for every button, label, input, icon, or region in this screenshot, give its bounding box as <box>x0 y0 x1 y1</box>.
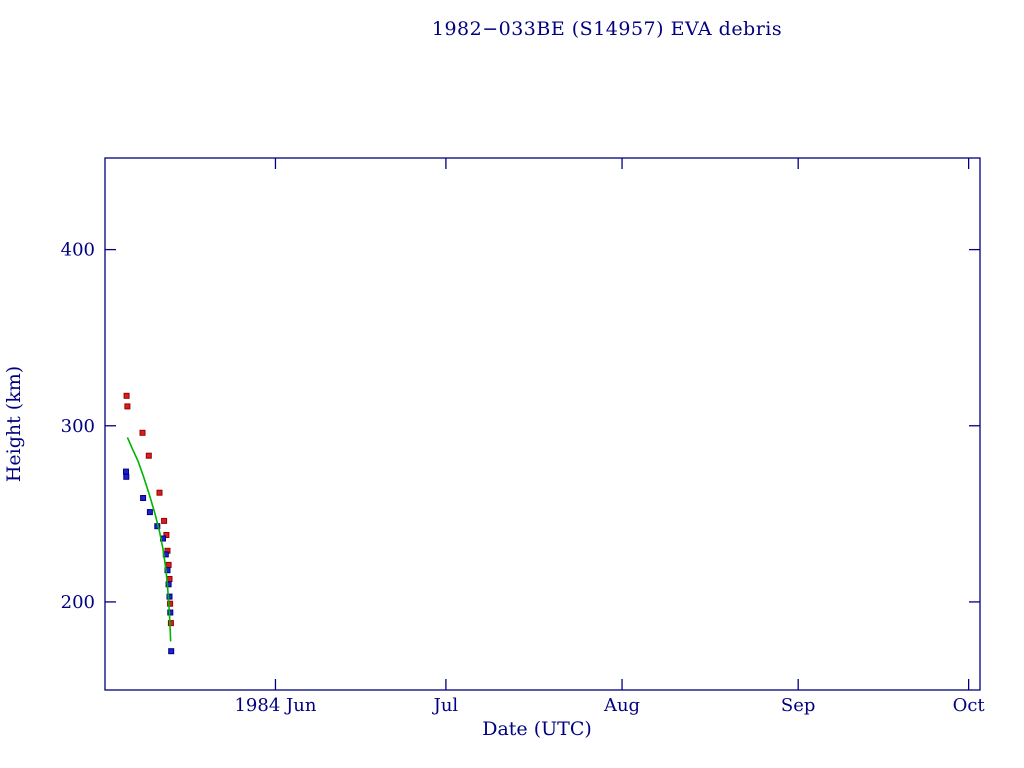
y-tick-label: 200 <box>61 592 95 613</box>
x-tick-label: 1984 Jun <box>234 695 316 716</box>
apogee-height-point <box>163 532 170 538</box>
y-tick-label: 400 <box>61 240 95 261</box>
apogee-height-point <box>167 600 174 607</box>
apogee-height-point <box>165 561 172 568</box>
x-tick-label: Jul <box>432 695 459 716</box>
apogee-height-point <box>156 489 163 496</box>
x-tick-label: Oct <box>953 695 986 716</box>
perigee-height-point <box>166 593 173 600</box>
apogee-height-point <box>124 403 131 410</box>
apogee-height-point <box>145 452 152 459</box>
apogee-height-point <box>161 517 168 524</box>
apogee-height-point <box>139 429 146 436</box>
apogee-height-point <box>123 392 130 399</box>
perigee-height-point <box>168 648 175 655</box>
chart-title: 1982−033BE (S14957) EVA debris <box>431 18 783 40</box>
perigee-height-point <box>164 567 171 574</box>
y-tick-label: 300 <box>61 416 95 437</box>
plot-frame <box>104 157 981 691</box>
apogee-height-point <box>167 620 174 627</box>
perigee-height-point <box>165 581 172 588</box>
perigee-height-point <box>146 509 153 516</box>
x-tick-label: Aug <box>603 695 640 716</box>
x-tick-label: Sep <box>781 695 816 716</box>
perigee-height-point <box>123 473 130 480</box>
perigee-height-point <box>140 495 147 501</box>
x-axis-label: Date (UTC) <box>482 718 592 740</box>
mean-height-fit-line <box>126 437 172 642</box>
perigee-height-point <box>123 468 129 475</box>
perigee-height-point <box>167 609 174 616</box>
